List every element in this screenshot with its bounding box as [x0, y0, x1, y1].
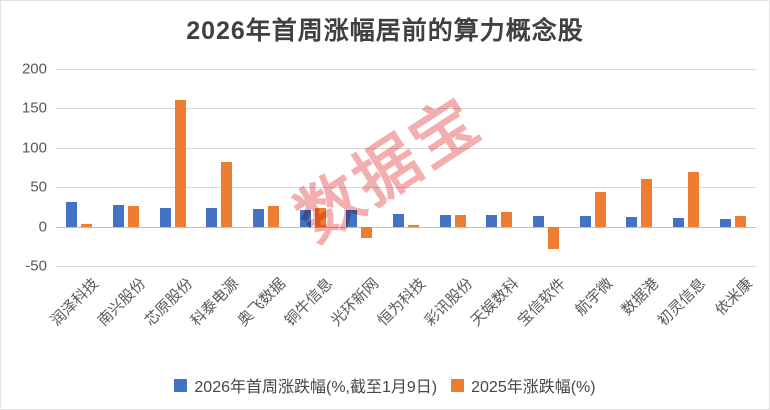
category-label-宝信软件: 宝信软件 — [514, 275, 570, 330]
bar-2026-宝信软件 — [533, 215, 544, 227]
category-label-芯原股份: 芯原股份 — [141, 275, 196, 330]
bar-2025-依米康 — [734, 216, 746, 227]
bar-2026-恒为科技 — [393, 213, 404, 227]
category-label-初灵信息: 初灵信息 — [654, 275, 710, 330]
bar-2026-润泽科技 — [66, 202, 78, 227]
bar-2025-彩讯股份 — [454, 214, 466, 227]
gridline — [56, 147, 756, 149]
y-axis-tick-label: -50 — [25, 257, 47, 275]
y-axis-tick-label: 150 — [21, 99, 47, 117]
category-label-铜牛信息: 铜牛信息 — [281, 275, 336, 330]
bar-2025-宝信软件 — [548, 226, 559, 249]
bar-2025-南兴股份 — [128, 206, 139, 227]
x-axis-line — [56, 226, 756, 228]
category-label-科泰电源: 科泰电源 — [188, 275, 243, 330]
watermark: 数据宝 — [283, 83, 494, 255]
y-axis-tick-label: 0 — [38, 218, 47, 236]
bar-2025-初灵信息 — [688, 172, 699, 227]
category-label-依米康: 依米康 — [711, 275, 756, 319]
bar-2025-恒为科技 — [408, 225, 419, 227]
legend-swatch-icon — [174, 378, 188, 392]
category-label-彩讯股份: 彩讯股份 — [421, 275, 476, 330]
bar-2026-南兴股份 — [113, 204, 124, 227]
bar-2025-数据港 — [641, 179, 653, 227]
bar-2025-科泰电源 — [221, 161, 233, 227]
bar-2025-天娱数科 — [501, 212, 513, 227]
gridline — [56, 266, 756, 267]
category-label-恒为科技: 恒为科技 — [374, 275, 430, 330]
category-label-天娱数科: 天娱数科 — [468, 275, 523, 330]
bar-2026-科泰电源 — [206, 208, 218, 227]
category-label-奥飞数据: 奥飞数据 — [234, 275, 290, 330]
legend-item-2025: 2025年涨跌幅(%) — [451, 373, 596, 397]
bar-2026-光环新网 — [346, 210, 358, 227]
legend-label: 2026年首周涨跌幅(%,截至1月9日) — [194, 379, 438, 396]
legend-item-2026: 2026年首周涨跌幅(%,截至1月9日) — [174, 373, 437, 397]
legend: 2026年首周涨跌幅(%,截至1月9日) 2025年涨跌幅(%) — [1, 373, 769, 397]
category-label-航宇微: 航宇微 — [571, 275, 616, 319]
y-axis-tick-label: 200 — [21, 60, 47, 78]
bar-2026-铜牛信息 — [299, 210, 311, 227]
bar-2025-航宇微 — [594, 191, 606, 227]
bar-2026-数据港 — [626, 217, 638, 227]
bar-2026-航宇微 — [579, 216, 591, 227]
bar-2026-天娱数科 — [486, 214, 498, 227]
category-label-光环新网: 光环新网 — [328, 275, 383, 330]
bar-2025-铜牛信息 — [314, 207, 326, 227]
chart-title: 2026年首周涨幅居前的算力概念股 — [186, 17, 584, 45]
bar-2026-依米康 — [719, 218, 731, 227]
bar-2026-初灵信息 — [673, 217, 684, 227]
y-axis-tick-label: 50 — [30, 178, 47, 196]
bar-2025-润泽科技 — [81, 224, 93, 227]
bar-2026-奥飞数据 — [253, 209, 264, 227]
legend-label: 2025年涨跌幅(%) — [471, 379, 596, 396]
bar-2026-彩讯股份 — [439, 214, 451, 227]
category-label-南兴股份: 南兴股份 — [94, 275, 150, 330]
y-axis-tick-label: 100 — [21, 139, 47, 157]
legend-swatch-icon — [451, 378, 465, 392]
gridline — [56, 69, 756, 70]
bar-2025-芯原股份 — [174, 99, 186, 227]
gridline — [56, 108, 756, 110]
gridline — [56, 187, 756, 189]
category-label-润泽科技: 润泽科技 — [48, 275, 103, 330]
bar-2026-芯原股份 — [159, 208, 171, 227]
bar-2025-光环新网 — [361, 226, 373, 239]
bar-2025-奥飞数据 — [268, 206, 279, 227]
